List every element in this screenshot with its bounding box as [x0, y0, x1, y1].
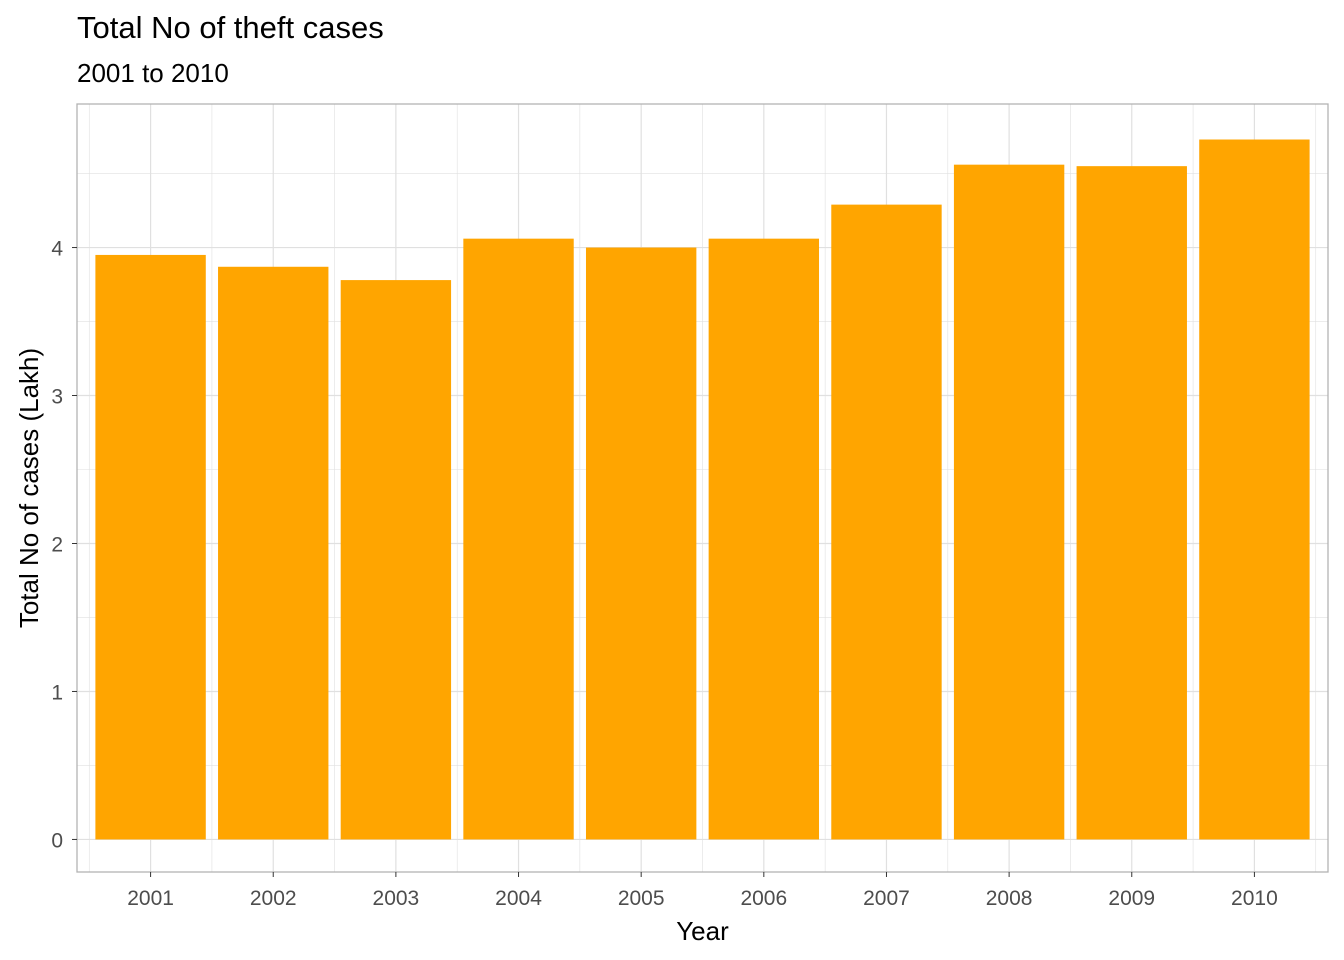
- y-tick-label: 2: [51, 533, 63, 556]
- x-tick-label: 2010: [1231, 887, 1278, 910]
- x-tick-label: 2003: [373, 887, 420, 910]
- y-tick-label: 0: [51, 829, 63, 852]
- y-tick-label: 1: [51, 681, 63, 704]
- chart-subtitle: 2001 to 2010: [77, 58, 229, 88]
- bar-2003: [340, 280, 452, 840]
- x-tick-label: 2005: [618, 887, 665, 910]
- panel-border: [76, 103, 1329, 873]
- x-tick-label: 2004: [495, 887, 542, 910]
- x-tick-label: 2009: [1108, 887, 1155, 910]
- x-tick-label: 2006: [740, 887, 787, 910]
- bar-2001: [95, 254, 206, 840]
- y-tick-label: 4: [51, 238, 63, 261]
- bar-2010: [1199, 139, 1310, 840]
- bar-2007: [831, 204, 942, 840]
- bar-2006: [708, 238, 820, 840]
- bar-2004: [463, 238, 574, 840]
- bar-2009: [1076, 166, 1187, 840]
- bar-2002: [218, 266, 329, 840]
- bar-2005: [585, 247, 697, 840]
- x-axis-label: Year: [676, 916, 729, 946]
- y-tick-label: 3: [51, 386, 63, 409]
- x-tick-label: 2002: [250, 887, 297, 910]
- x-tick-label: 2007: [863, 887, 910, 910]
- x-tick-label: 2008: [986, 887, 1033, 910]
- bar-2008: [953, 164, 1065, 840]
- x-tick-label: 2001: [127, 887, 174, 910]
- y-axis-label: Total No of cases (Lakh): [14, 348, 44, 628]
- chart-title: Total No of theft cases: [77, 10, 384, 45]
